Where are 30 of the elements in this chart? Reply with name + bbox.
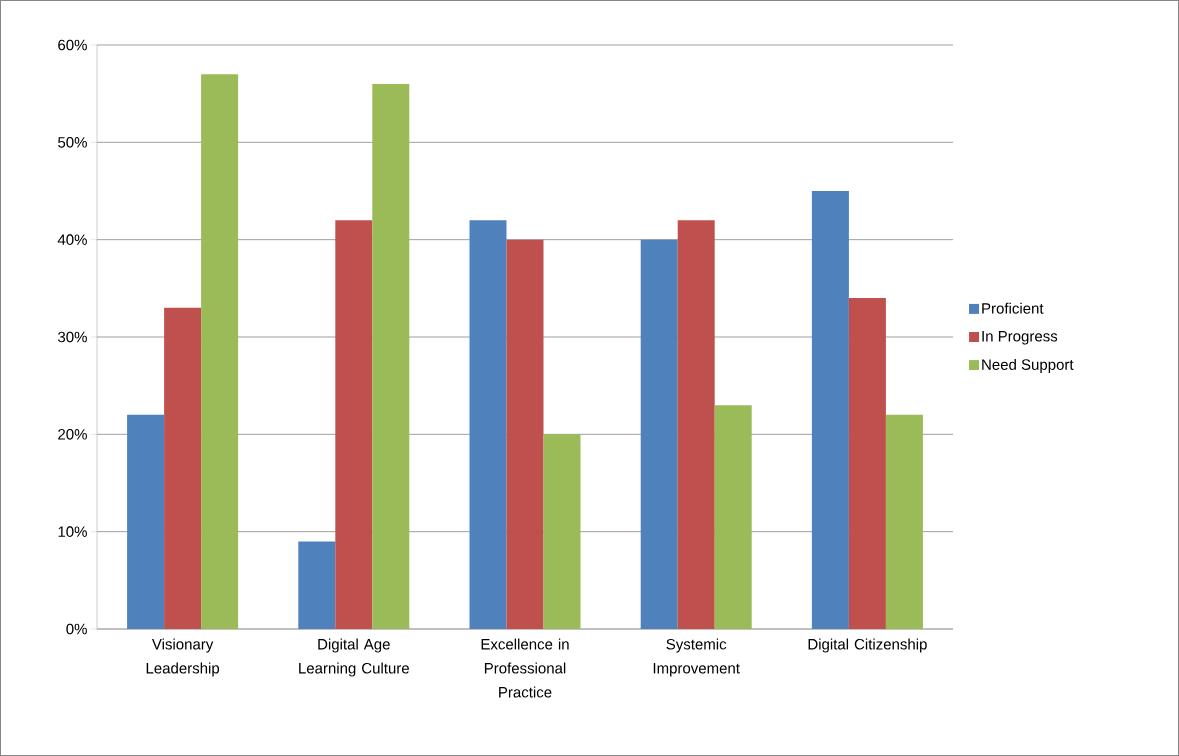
x-tick-label: Systemic Improvement <box>653 638 740 677</box>
x-tick-label: Visionary Leadership <box>146 638 220 677</box>
bar <box>298 541 336 629</box>
x-tick-label: Digital Citizenship <box>808 638 927 653</box>
x-tick-label: Digital Age Learning Culture <box>299 638 409 677</box>
legend-label: Need Support <box>982 358 1074 373</box>
y-tick-label: 20% <box>58 429 87 440</box>
y-tick-label: 40% <box>57 234 87 245</box>
y-tick-label: 60% <box>58 39 87 51</box>
bar <box>848 298 886 629</box>
y-tick-label: 50% <box>58 137 87 148</box>
bar <box>640 239 678 629</box>
bar <box>677 220 715 629</box>
bar <box>714 405 752 629</box>
bar <box>811 191 849 629</box>
y-tick-label: 10% <box>58 526 87 537</box>
bar <box>885 414 923 629</box>
bar <box>201 74 239 629</box>
bar <box>164 307 202 629</box>
legend-label: In Progress <box>982 331 1058 345</box>
y-tick-label: 30% <box>58 331 87 343</box>
bar <box>335 220 373 629</box>
bar <box>372 83 410 629</box>
legend-label: Proficient <box>982 302 1044 314</box>
bar <box>506 239 544 629</box>
bar <box>543 434 581 629</box>
y-tick-label: 0% <box>66 623 87 635</box>
bar <box>127 414 165 629</box>
bar <box>469 220 507 629</box>
x-tick-label: Excellence in Professional Practice <box>481 638 569 698</box>
